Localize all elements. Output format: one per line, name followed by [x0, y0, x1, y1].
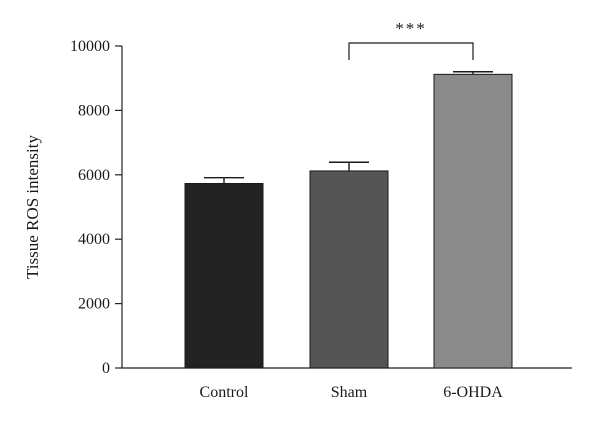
y-tick-label: 2000	[78, 296, 110, 313]
y-tick-label: 4000	[78, 231, 110, 248]
x-tick-label: Sham	[331, 384, 368, 401]
bar	[433, 73, 513, 369]
y-axis: 0 2000 4000 6000 8000 10000	[70, 38, 123, 377]
x-tick-label: Control	[200, 384, 249, 401]
x-tick-label: 6-OHDA	[443, 384, 503, 401]
y-axis-title: Tissue ROS intensity	[23, 135, 42, 279]
significance-bracket	[348, 42, 474, 60]
significance-annotations: ***	[348, 19, 474, 60]
y-tick-label: 0	[102, 360, 110, 377]
y-tick-label: 8000	[78, 102, 110, 119]
significance-label: ***	[395, 19, 427, 38]
bar	[184, 182, 264, 369]
bar	[309, 170, 389, 369]
x-axis: Control Sham 6-OHDA	[122, 367, 572, 401]
y-tick-label: 6000	[78, 167, 110, 184]
y-tick-label: 10000	[70, 38, 110, 55]
bars	[184, 73, 513, 369]
error-bars	[204, 71, 493, 184]
